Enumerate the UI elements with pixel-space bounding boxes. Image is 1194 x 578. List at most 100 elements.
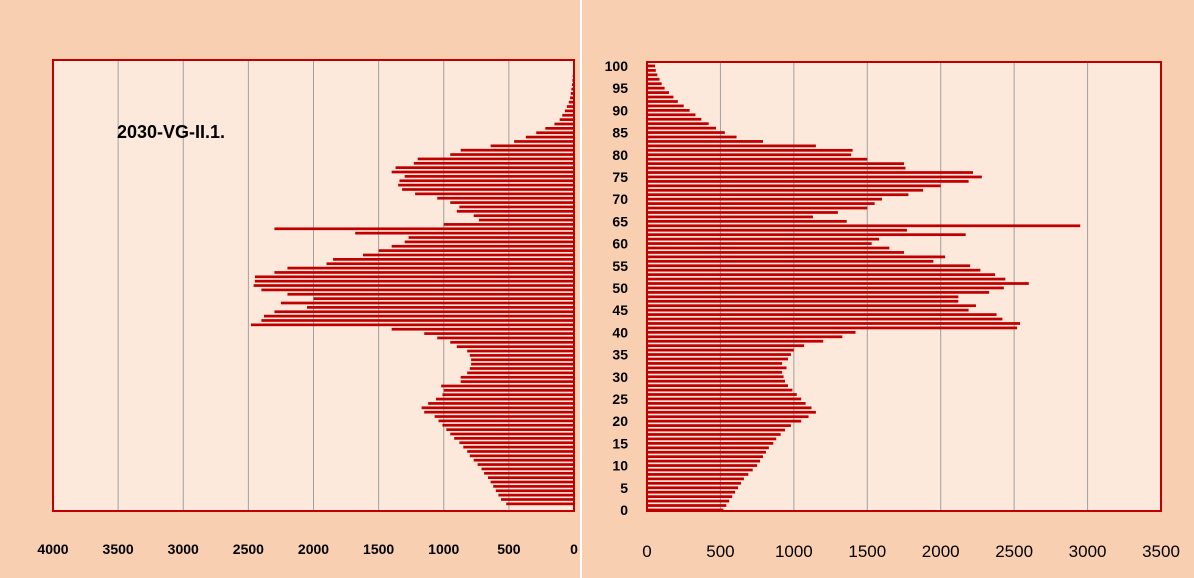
bar <box>647 490 736 494</box>
bar <box>647 291 990 294</box>
bar <box>647 335 843 339</box>
x-tick-label: 1500 <box>848 542 886 561</box>
bar <box>438 419 574 423</box>
x-tick-label: 3000 <box>168 541 199 557</box>
bar <box>647 242 872 245</box>
y-tick-label: 25 <box>612 391 628 407</box>
bar <box>274 271 574 274</box>
y-tick-label: 15 <box>612 435 628 451</box>
bar <box>647 504 727 507</box>
bar <box>647 282 1029 285</box>
bar <box>647 268 981 272</box>
bar <box>647 95 674 99</box>
chart-annotation: 2030-VG-II.1. <box>117 122 225 142</box>
bar <box>473 458 574 462</box>
bar <box>647 446 769 450</box>
x-tick-label: 2500 <box>233 541 264 557</box>
bar <box>647 304 976 308</box>
bar <box>525 135 574 139</box>
bar <box>647 264 971 268</box>
bar <box>404 175 574 178</box>
left-x-tick-labels: 4000 3500 3000 2500 2000 1500 1000 500 0 <box>37 541 578 557</box>
bar <box>559 118 574 121</box>
bar <box>437 196 574 200</box>
bar <box>647 153 852 157</box>
bar <box>274 227 574 231</box>
bar <box>647 464 758 467</box>
bar <box>434 415 574 418</box>
bar <box>477 463 574 466</box>
right-x-tick-labels: 0 500 1000 1500 2000 2500 3000 3500 <box>642 542 1180 561</box>
bar <box>647 481 741 485</box>
bar <box>647 375 784 379</box>
bar <box>456 209 574 213</box>
bar <box>647 277 1006 281</box>
bar <box>647 406 812 410</box>
bar <box>647 348 794 352</box>
bar <box>647 330 856 334</box>
bar <box>647 379 786 383</box>
bar <box>399 179 574 183</box>
left-plot-border <box>52 59 575 512</box>
bar <box>493 485 574 488</box>
bar <box>571 87 574 91</box>
bar <box>647 219 847 223</box>
bar <box>417 157 574 161</box>
y-tick-label: 5 <box>620 480 628 496</box>
bar <box>253 284 574 287</box>
bar <box>647 69 656 72</box>
bar <box>647 157 868 161</box>
y-tick-label: 45 <box>612 302 628 318</box>
bar <box>647 77 660 81</box>
x-tick-label: 0 <box>642 542 651 561</box>
bar <box>647 91 670 94</box>
bar <box>647 113 696 117</box>
y-tick-label: 80 <box>612 147 628 163</box>
x-tick-label: 1000 <box>428 541 459 557</box>
y-tick-label: 90 <box>612 102 628 118</box>
bar <box>564 109 574 113</box>
bar <box>647 468 753 472</box>
bar <box>408 236 574 239</box>
bar <box>313 297 574 300</box>
bar <box>647 122 709 126</box>
bar <box>647 180 969 183</box>
bar <box>391 244 574 248</box>
bar <box>647 366 787 370</box>
y-tick-label: 0 <box>620 502 628 518</box>
bar <box>490 144 574 148</box>
y-tick-label: 35 <box>612 347 628 363</box>
bar <box>647 459 761 463</box>
bar <box>647 353 791 356</box>
x-tick-label: 0 <box>570 541 578 557</box>
x-tick-label: 4000 <box>37 541 68 557</box>
bar <box>274 310 574 314</box>
bar <box>456 345 574 349</box>
y-tick-label: 50 <box>612 280 628 296</box>
bar <box>647 206 868 210</box>
bar <box>261 319 574 322</box>
bar <box>647 162 904 166</box>
bar <box>647 246 890 250</box>
y-tick-label: 20 <box>612 413 628 429</box>
bar <box>460 148 574 152</box>
bar <box>471 358 574 362</box>
bar <box>495 489 574 493</box>
bar <box>647 273 996 277</box>
bar <box>454 437 574 440</box>
bar <box>326 262 574 266</box>
bar <box>647 100 678 103</box>
bar <box>647 499 730 503</box>
bar <box>481 467 574 471</box>
x-tick-label: 500 <box>706 542 734 561</box>
bar <box>647 144 816 148</box>
bar <box>566 105 574 108</box>
bar <box>570 92 574 95</box>
x-tick-label: 500 <box>497 541 521 557</box>
y-tick-label: 55 <box>612 258 628 274</box>
right-y-tick-labels: 0 5 10 15 20 25 30 35 40 45 50 55 60 65 70 75 80 85 90 95 10… <box>605 58 629 518</box>
bar <box>355 231 574 235</box>
bar <box>490 480 574 484</box>
bar <box>306 306 574 309</box>
right-gridlines <box>719 62 1089 511</box>
